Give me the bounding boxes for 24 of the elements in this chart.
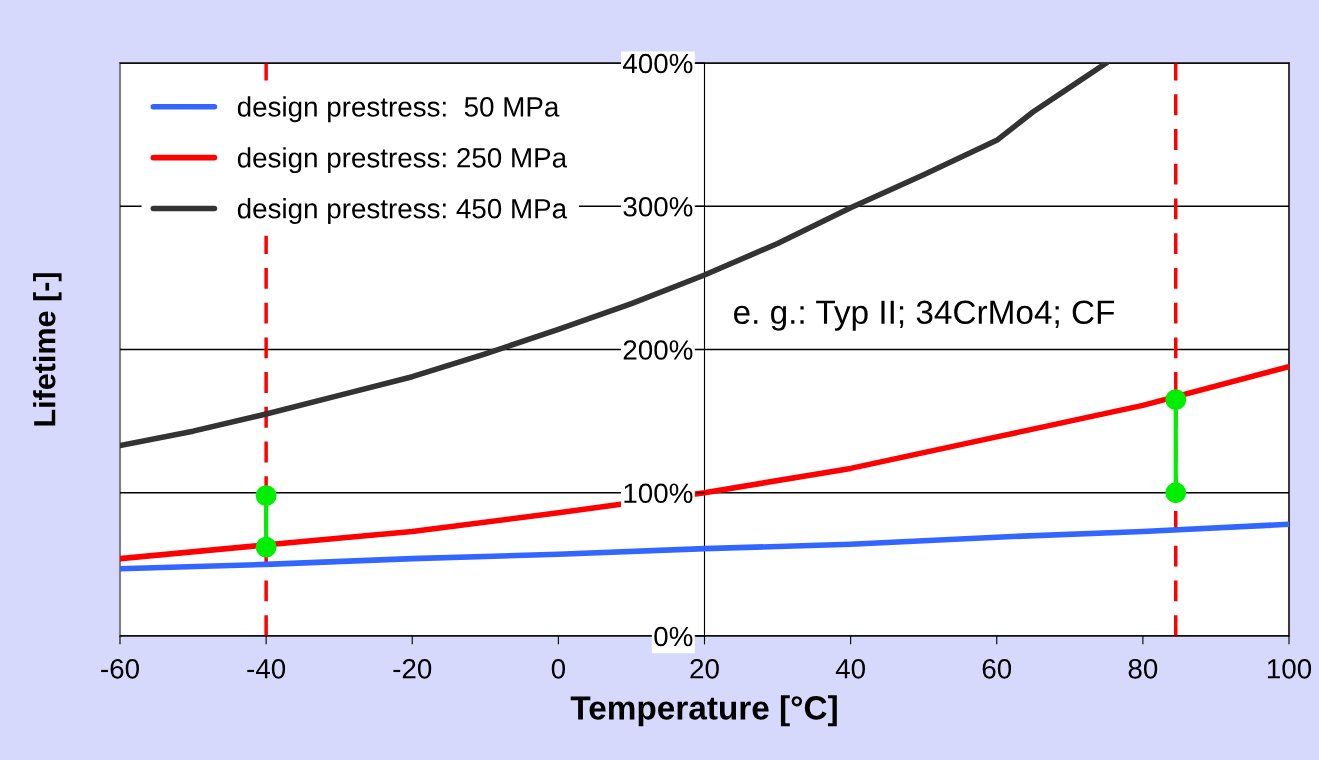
y-tick-label: 100% (624, 483, 693, 504)
y-axis-title: Lifetime [-] (33, 273, 62, 426)
x-tick-label: 20 (690, 658, 719, 679)
point (255, 536, 277, 558)
y-tick-label: 400% (622, 53, 693, 74)
point (1165, 482, 1187, 504)
x-tick-label: 60 (982, 658, 1012, 679)
point (1165, 389, 1187, 411)
y-tick-label: 0% (654, 626, 693, 647)
x-tick-label: 0 (551, 658, 566, 679)
legend-label: design prestress: 50 MPa (237, 96, 560, 123)
x-tick-label: -40 (247, 658, 286, 679)
x-tick-label: -20 (393, 658, 432, 679)
annotation: e. g.: Typ II; 34CrMo4; CF (733, 300, 1115, 331)
x-tick-label: 40 (835, 658, 865, 679)
x-tick-label: 80 (1128, 658, 1158, 679)
x-tick-label: 100 (1267, 658, 1312, 679)
x-axis-title: Temperature [°C] (570, 695, 837, 727)
y-tick-label: 200% (623, 340, 693, 360)
legend-label: design prestress: 250 MPa (237, 147, 568, 174)
y-tick-label: 300% (623, 196, 693, 217)
x-tick-label: -60 (101, 658, 139, 679)
legend-label: design prestress: 450 MPa (237, 198, 568, 225)
point (255, 485, 277, 507)
